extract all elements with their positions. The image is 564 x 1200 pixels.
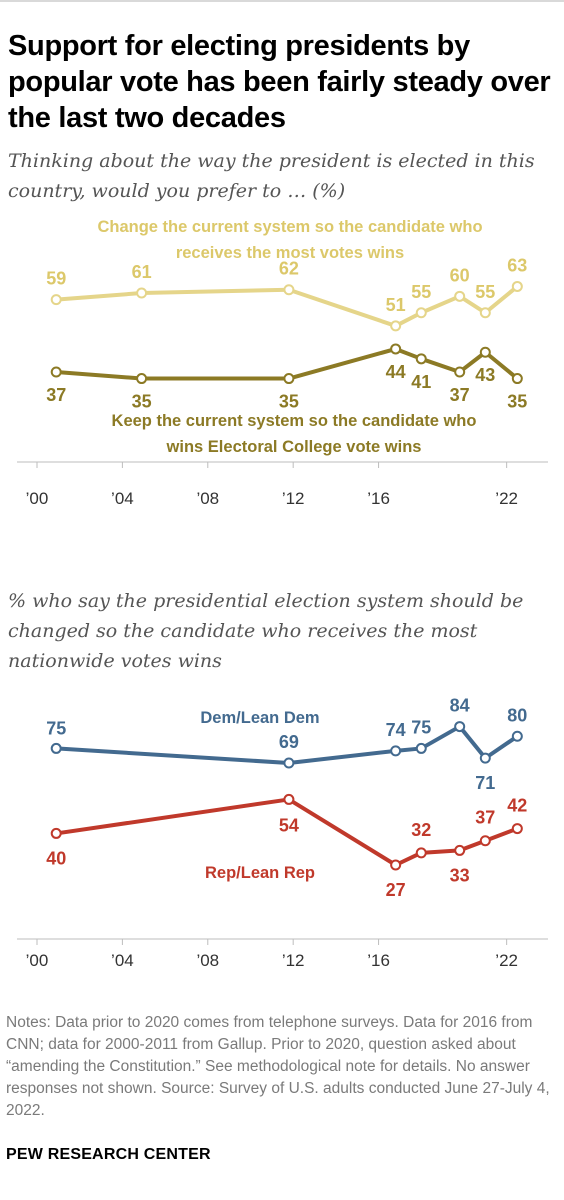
chart-subtitle-top: Thinking about the way the president is …: [8, 150, 535, 202]
data-value-label: 37: [475, 808, 495, 828]
data-value-label: 35: [279, 392, 299, 412]
data-point-marker: [415, 353, 427, 365]
x-tick-label: ’16: [367, 489, 390, 508]
x-tick-label: ’00: [26, 951, 49, 970]
data-value-label: 54: [279, 815, 299, 835]
x-tick-label: ’22: [495, 489, 518, 508]
data-point-marker: [454, 290, 466, 302]
data-point-marker: [136, 373, 148, 385]
pew-research-center-logo-text: PEW RESEARCH CENTER: [6, 1146, 211, 1163]
data-point-marker: [415, 742, 427, 754]
x-tick-label: ’08: [196, 489, 219, 508]
series-name-label-rep-lean-rep: Rep/Lean Rep: [205, 864, 315, 882]
data-value-label: 63: [507, 255, 527, 275]
x-tick-label: ’04: [111, 951, 134, 970]
series-name-label-keep: wins Electoral College vote wins: [166, 438, 422, 456]
data-point-marker: [283, 793, 295, 805]
data-point-marker: [511, 823, 523, 835]
data-value-label: 37: [46, 385, 66, 405]
data-point-marker: [511, 280, 523, 292]
data-value-label: 60: [450, 265, 470, 285]
data-value-label: 71: [475, 773, 495, 793]
series-name-label-keep: Keep the current system so the candidate…: [112, 412, 477, 430]
x-tick-label: ’12: [282, 489, 305, 508]
data-point-marker: [511, 373, 523, 385]
data-point-marker: [511, 730, 523, 742]
data-value-label: 32: [411, 820, 431, 840]
data-value-label: 33: [450, 865, 470, 885]
data-point-marker: [390, 320, 402, 332]
data-value-label: 74: [386, 720, 406, 740]
chart-title: Support for electing presidents by popul…: [8, 30, 551, 134]
data-point-marker: [390, 343, 402, 355]
data-value-label: 42: [507, 796, 527, 816]
data-point-marker: [283, 373, 295, 385]
x-tick-label: ’08: [196, 951, 219, 970]
data-value-label: 35: [507, 392, 527, 412]
data-point-marker: [479, 346, 491, 358]
data-point-marker: [283, 757, 295, 769]
data-point-marker: [50, 742, 62, 754]
data-point-marker: [454, 366, 466, 378]
data-point-marker: [415, 847, 427, 859]
notes-and-source: Notes: Data prior to 2020 comes from tel…: [6, 1014, 550, 1119]
data-value-label: 27: [386, 880, 406, 900]
data-value-label: 43: [475, 365, 495, 385]
data-point-marker: [479, 752, 491, 764]
line-chart-system-preference: Change the current system so the candida…: [17, 218, 548, 508]
data-value-label: 44: [386, 362, 406, 382]
series-name-label-dem-lean-dem: Dem/Lean Dem: [200, 709, 319, 727]
data-value-label: 35: [132, 392, 152, 412]
series-name-label-change: Change the current system so the candida…: [97, 218, 482, 236]
data-point-marker: [50, 366, 62, 378]
data-value-label: 75: [46, 718, 66, 738]
data-value-label: 69: [279, 732, 299, 752]
x-tick-label: ’22: [495, 951, 518, 970]
data-value-label: 37: [450, 385, 470, 405]
chart-subtitle-bottom: % who say the presidential election syst…: [8, 590, 524, 672]
data-point-marker: [479, 307, 491, 319]
data-point-marker: [50, 827, 62, 839]
data-point-marker: [479, 835, 491, 847]
data-value-label: 80: [507, 705, 527, 725]
data-value-label: 40: [46, 848, 66, 868]
x-tick-label: ’16: [367, 951, 390, 970]
data-point-marker: [390, 859, 402, 871]
x-tick-label: ’12: [282, 951, 305, 970]
x-tick-label: ’04: [111, 489, 134, 508]
data-value-label: 55: [475, 282, 495, 302]
data-point-marker: [136, 287, 148, 299]
data-value-label: 61: [132, 262, 152, 282]
top-rule: [0, 0, 564, 2]
series-name-label-change: receives the most votes wins: [176, 244, 404, 262]
data-point-marker: [415, 307, 427, 319]
x-tick-label: ’00: [26, 489, 49, 508]
data-value-label: 51: [386, 295, 406, 315]
data-value-label: 62: [279, 259, 299, 279]
data-point-marker: [454, 844, 466, 856]
data-point-marker: [390, 745, 402, 757]
data-value-label: 59: [46, 269, 66, 289]
data-value-label: 55: [411, 282, 431, 302]
data-value-label: 84: [450, 696, 470, 716]
data-point-marker: [50, 294, 62, 306]
data-point-marker: [454, 721, 466, 733]
data-value-label: 75: [411, 717, 431, 737]
data-value-label: 41: [411, 372, 431, 392]
data-point-marker: [283, 284, 295, 296]
